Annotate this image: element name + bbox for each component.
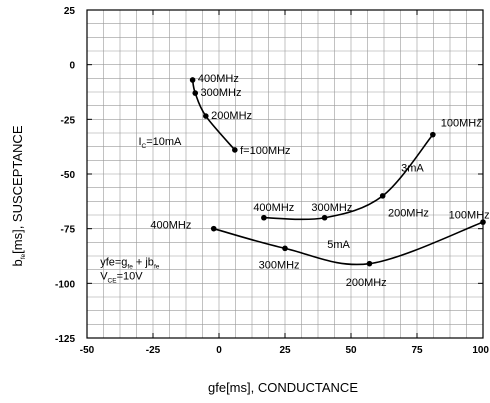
x-tick-label: 0 — [216, 345, 222, 356]
annotation-label: 400MHz — [253, 202, 294, 214]
annotation-label: 5mA — [327, 239, 350, 251]
y-tick-label: -125 — [55, 334, 75, 345]
formula-subscript: fe — [127, 263, 133, 270]
data-point — [189, 77, 196, 83]
annotation-label: IC=10mA — [138, 136, 182, 150]
series — [210, 219, 486, 267]
annotations: 400MHz 300MHz 200MHz f=100MHz IC=10mA 400MHz 3… — [138, 73, 489, 289]
y-axis-title-suffix: [ms], SUSCEPTANCE — [10, 125, 25, 254]
x-tick-label: 75 — [411, 345, 423, 356]
data-point — [261, 214, 267, 221]
series — [189, 77, 238, 153]
annotation-label: 400MHz — [150, 219, 191, 231]
x-tick-label: -50 — [80, 345, 95, 356]
formula-subscript: fe — [154, 263, 160, 270]
data-point — [282, 245, 288, 252]
formula-subscript: CE — [108, 277, 118, 284]
y-tick-label: -100 — [55, 279, 75, 290]
series-line — [213, 221, 484, 266]
formula-line-1: yfe=gfe + jbfe — [100, 256, 160, 270]
x-tick-label: 25 — [279, 345, 291, 356]
annotation-label: 400MHz — [198, 73, 239, 85]
series-line — [191, 79, 236, 151]
data-point — [232, 147, 238, 153]
series-group — [189, 77, 486, 267]
data-point — [203, 113, 209, 119]
x-tick-label: 100 — [472, 345, 489, 356]
data-point — [366, 260, 373, 267]
formula-part: + jb — [133, 256, 154, 268]
annotation-label: 200MHz — [211, 110, 252, 122]
axis-ticks: -50 -25 0 25 50 75 100 25 0 -25 -50 -75 -100 -125 — [55, 6, 489, 356]
annotation-label: 100MHz — [449, 209, 490, 221]
data-point — [379, 193, 386, 199]
data-point — [210, 225, 217, 232]
annotation-label: 300MHz — [311, 202, 352, 214]
series-line — [263, 134, 434, 221]
annotation-label: 200MHz — [346, 277, 387, 289]
y-axis-title-prefix: b — [10, 259, 25, 266]
formula-part: V — [100, 270, 108, 282]
x-tick-label: -25 — [146, 345, 161, 356]
x-axis-title: gfe[ms], CONDUCTANCE — [208, 380, 358, 395]
y-tick-label: -25 — [61, 115, 76, 126]
formula-line-2: VCE=10V — [100, 270, 143, 284]
annotation-label: f=100MHz — [240, 145, 290, 157]
formula-annotation: yfe=gfe + jbfe VCE=10V — [100, 256, 160, 284]
y-tick-label: -50 — [61, 170, 76, 181]
annotation-label: 300MHz — [201, 87, 242, 99]
y-tick-label: -75 — [61, 225, 76, 236]
annotation-label: 100MHz — [441, 118, 482, 130]
data-point — [480, 219, 486, 225]
y-tick-label: 25 — [64, 6, 76, 17]
data-point — [430, 131, 436, 138]
formula-part: =10V — [117, 270, 144, 282]
data-point — [192, 90, 199, 96]
data-point — [321, 214, 328, 221]
y-axis-title-subscript: fe — [20, 253, 27, 259]
annotation-label: 200MHz — [388, 207, 429, 219]
annotation-label: 300MHz — [259, 260, 300, 272]
y-axis-title: bfe[ms], SUSCEPTANCE — [10, 125, 27, 266]
y-tick-label: 0 — [69, 61, 75, 72]
x-tick-label: 50 — [345, 345, 357, 356]
grid — [87, 10, 483, 338]
annotation-label: 3mA — [401, 162, 424, 174]
series — [261, 131, 436, 221]
formula-part: yfe=g — [100, 256, 127, 268]
